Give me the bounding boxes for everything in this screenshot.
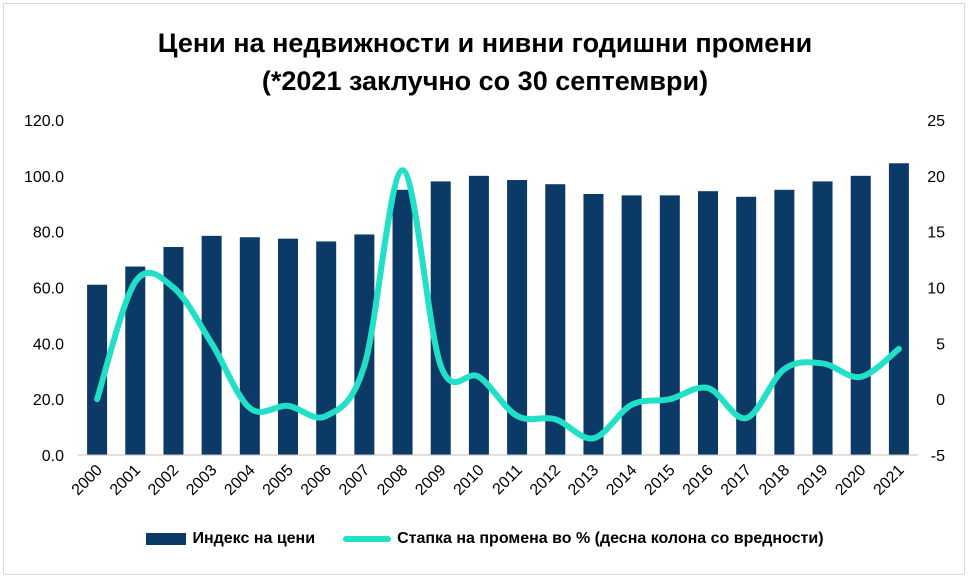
right-tick-label: 25 [927, 113, 945, 130]
x-tick-label: 2019 [794, 462, 831, 499]
left-tick-label: 120.0 [24, 113, 64, 130]
left-tick-label: 100.0 [24, 169, 64, 186]
bar [468, 175, 489, 456]
bar [430, 181, 451, 455]
bar [698, 191, 718, 455]
bar [736, 196, 757, 456]
x-tick-label: 2020 [832, 462, 869, 499]
chart-title: Цени на недвижности и нивни годишни пром… [0, 24, 970, 100]
right-tick-label: 15 [927, 225, 945, 242]
bar [392, 189, 413, 455]
x-tick-label: 2005 [260, 462, 297, 499]
x-tick-label: 2001 [107, 462, 144, 499]
bar [621, 195, 642, 455]
x-tick-label: 2004 [221, 462, 258, 499]
x-tick-label: 2010 [451, 462, 488, 499]
x-tick-label: 2016 [680, 462, 717, 499]
x-tick-label: 2000 [69, 462, 106, 499]
right-tick-label: -5 [931, 448, 945, 465]
x-tick-label: 2017 [718, 462, 755, 499]
x-tick-label: 2021 [871, 462, 908, 499]
bar [239, 237, 260, 455]
bar [888, 163, 909, 456]
x-tick-label: 2003 [183, 462, 220, 499]
x-axis-labels: 2000 2001 2002 2003 2004 2005 2006 2007 2008 2009… [69, 462, 908, 499]
x-tick-label: 2014 [603, 462, 640, 499]
bar [774, 189, 795, 455]
left-tick-label: 40.0 [33, 336, 64, 353]
legend-bar-label: Индекс на цени [192, 530, 316, 547]
rate-line [94, 167, 902, 442]
x-tick-label: 2018 [756, 462, 793, 499]
bar [812, 181, 833, 455]
x-tick-label: 2015 [641, 462, 678, 499]
bar [850, 175, 871, 456]
legend-item-line: Стапка на промена во % (десна колона со … [343, 530, 824, 548]
right-tick-label: 0 [936, 392, 945, 409]
left-tick-label: 60.0 [33, 281, 64, 298]
legend-line-swatch [343, 536, 392, 542]
x-tick-label: 2008 [374, 462, 411, 499]
bar [87, 284, 108, 455]
bar [125, 266, 146, 455]
x-tick-label: 2007 [336, 462, 373, 499]
bar [507, 180, 528, 456]
legend-line-label: Стапка на промена во % (десна колона со … [397, 530, 824, 547]
bar [545, 184, 566, 456]
right-tick-label: 20 [927, 169, 945, 186]
legend: Индекс на цени Стапка на промена во % (д… [0, 530, 970, 548]
bar [316, 241, 337, 455]
line-series [94, 167, 902, 442]
legend-bar-swatch [146, 533, 187, 545]
bar [163, 247, 184, 455]
bar [659, 195, 680, 455]
right-tick-label: 5 [936, 336, 945, 353]
x-tick-label: 2012 [527, 462, 564, 499]
x-tick-label: 2011 [490, 462, 526, 498]
left-tick-label: 0.0 [42, 448, 64, 465]
bar [278, 238, 298, 455]
left-tick-label: 20.0 [33, 392, 64, 409]
x-tick-label: 2002 [145, 462, 182, 499]
left-tick-label: 80.0 [33, 225, 64, 242]
x-tick-label: 2013 [565, 462, 602, 499]
chart-title-line1: Цени на недвижности и нивни годишни пром… [157, 28, 813, 58]
bar [354, 234, 375, 455]
x-tick-label: 2009 [412, 462, 449, 499]
right-axis: -5 0 5 10 15 20 25 [927, 113, 945, 465]
x-tick-label: 2006 [298, 462, 335, 499]
bar-series [87, 163, 909, 456]
bar [583, 193, 604, 455]
legend-item-bars: Индекс на цени [146, 530, 315, 548]
left-axis: 0.0 20.0 40.0 60.0 80.0 100.0 120.0 [24, 113, 64, 465]
chart-title-line2: (*2021 заклучно со 30 септември) [261, 66, 709, 96]
right-tick-label: 10 [927, 281, 945, 298]
